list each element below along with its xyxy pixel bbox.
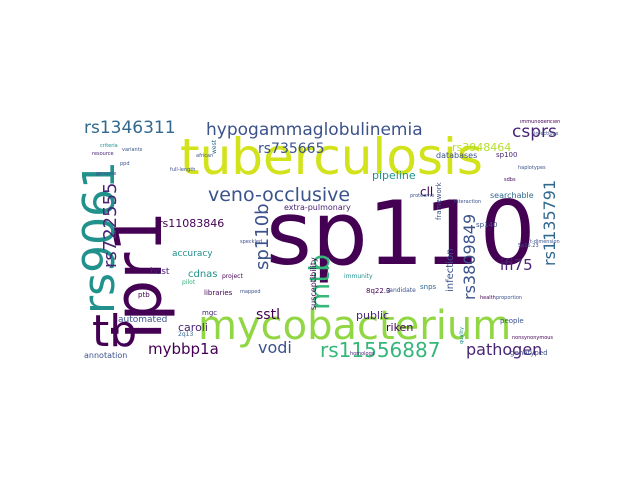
word-2q13: 2q13 bbox=[178, 331, 194, 338]
word-haplotypes: haplotypes bbox=[518, 165, 546, 171]
word-annotation: annotation bbox=[84, 351, 128, 360]
word-rs722555: rs722555 bbox=[100, 182, 121, 269]
word-quality: quality bbox=[459, 326, 465, 344]
word-framework: framework bbox=[435, 182, 443, 220]
word-csprs: csprs bbox=[512, 122, 557, 142]
word-t-dimensional: t-dimensional bbox=[530, 239, 560, 245]
word-8q22-3: 8q22.3 bbox=[366, 287, 391, 295]
word-rs11556887: rs11556887 bbox=[320, 338, 441, 360]
word-proteome: proteome bbox=[410, 193, 435, 199]
word-sp100: sp100 bbox=[496, 151, 518, 159]
word-libraries: libraries bbox=[204, 289, 233, 297]
word-speckled: speckled bbox=[240, 239, 263, 245]
word-mycobacterium: mycobacterium bbox=[198, 303, 512, 349]
word-project: project bbox=[222, 273, 243, 280]
word-mapped: mapped bbox=[240, 289, 261, 295]
word-homologs: homologs bbox=[350, 351, 375, 357]
word-ppd: ppd bbox=[120, 161, 130, 167]
word-5p15-23: 5p15.23 bbox=[518, 243, 539, 249]
word-mgc: mgc bbox=[202, 309, 218, 317]
word-infection: infection bbox=[445, 248, 456, 292]
word-cdnas: cdnas bbox=[188, 269, 218, 280]
word-genotyped: genotyped bbox=[510, 349, 548, 357]
word-immunity: immunity bbox=[344, 273, 373, 280]
word-people: people bbox=[500, 317, 524, 325]
word-african: african bbox=[196, 153, 214, 159]
word-sdbs: sdbs bbox=[504, 177, 516, 183]
word-rs11083846: rs11083846 bbox=[158, 217, 225, 230]
word-rs735665: rs735665 bbox=[258, 141, 325, 157]
word-extra-pulmonary: extra-pulmonary bbox=[284, 203, 351, 212]
word-rs3948464: rs3948464 bbox=[452, 141, 512, 154]
word-interaction: interaction bbox=[454, 199, 482, 205]
word-cloud: sp110 tuberculosis ipr1 mycobacterium rs… bbox=[80, 120, 560, 360]
word-mybbp1a: mybbp1a bbox=[148, 340, 219, 358]
word-pipeline: pipeline bbox=[372, 169, 416, 182]
word-snps: snps bbox=[420, 283, 437, 291]
word-rs1346311: rs1346311 bbox=[84, 120, 176, 138]
word-rs1135791: rs1135791 bbox=[540, 179, 559, 266]
word-databases: databases bbox=[436, 151, 478, 160]
word-resource: resource bbox=[92, 151, 114, 157]
word-sp140: sp140 bbox=[476, 221, 498, 229]
word-health: health bbox=[480, 295, 496, 301]
word-sstl: sstl bbox=[256, 307, 280, 323]
word-sp110b: sp110b bbox=[252, 203, 273, 270]
word-candidate: candidate bbox=[386, 287, 416, 294]
word-caroli: caroli bbox=[178, 321, 208, 334]
word-accuracy: accuracy bbox=[172, 249, 213, 259]
word-public: public bbox=[356, 309, 390, 322]
word-veno-occlusive: veno-occlusive bbox=[208, 184, 351, 206]
word-infectious: infectious bbox=[534, 131, 559, 137]
word-automated: automated bbox=[118, 315, 168, 325]
word-criteria: criteria bbox=[100, 143, 118, 149]
word-tuberculosis: tuberculosis bbox=[180, 128, 483, 186]
word-ptb: ptb bbox=[138, 291, 150, 299]
word-riken: riken bbox=[386, 321, 414, 334]
word-ifi75: ifi75 bbox=[500, 256, 533, 274]
word-cll: cll bbox=[420, 185, 434, 199]
word-full-length: full-length bbox=[170, 167, 196, 173]
word-sp110: sp110 bbox=[266, 182, 536, 285]
word-immunodeficiency: immunodeficiency bbox=[520, 120, 560, 125]
word-nonsynonymous: nonsynonymous bbox=[512, 335, 554, 341]
word-pathogen: pathogen bbox=[466, 340, 543, 359]
word-vodi: vodi bbox=[258, 338, 292, 357]
word-pilot: pilot bbox=[182, 279, 196, 286]
word-genome: genome bbox=[96, 171, 117, 177]
word-host: host bbox=[150, 267, 170, 277]
word-searchable: searchable bbox=[490, 191, 534, 200]
word-tb: tb bbox=[92, 306, 138, 357]
word-west: west bbox=[211, 139, 218, 154]
word-hypogammaglobulinemia: hypogammaglobulinemia bbox=[206, 120, 423, 140]
word-susceptibility: susceptibility bbox=[309, 257, 318, 310]
word-proportion: proportion bbox=[496, 295, 523, 301]
word-variants: variants bbox=[122, 147, 143, 153]
